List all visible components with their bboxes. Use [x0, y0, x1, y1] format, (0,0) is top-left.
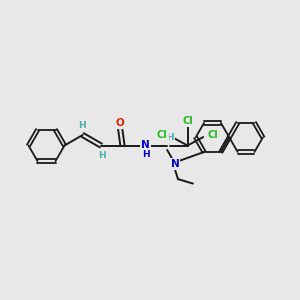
Text: N: N: [171, 159, 179, 169]
Text: Cl: Cl: [207, 130, 218, 140]
Text: Cl: Cl: [182, 116, 193, 126]
Text: H: H: [78, 121, 86, 130]
Text: H: H: [98, 151, 105, 160]
Text: O: O: [116, 118, 124, 128]
Text: N: N: [141, 140, 150, 150]
Text: H: H: [142, 150, 149, 159]
Text: Cl: Cl: [157, 130, 168, 140]
Text: H: H: [167, 133, 174, 142]
